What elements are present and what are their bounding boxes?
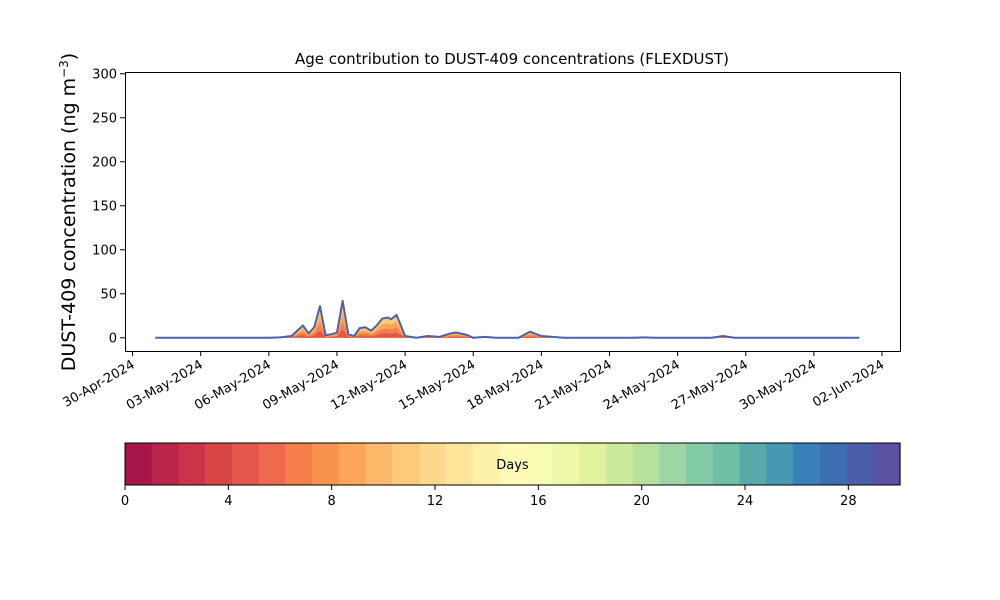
colorbar-segment xyxy=(632,443,661,485)
colorbar-segment xyxy=(338,443,367,485)
y-tick-label: 0 xyxy=(109,331,117,346)
y-tick-label: 300 xyxy=(92,67,117,82)
colorbar-segment xyxy=(686,443,714,485)
colorbar-segment xyxy=(552,443,580,485)
colorbar-segment xyxy=(579,443,607,485)
y-tick-label: 250 xyxy=(92,111,117,126)
x-tick-label: 24-May-2024 xyxy=(601,357,683,413)
colorbar-tick-label: 24 xyxy=(737,494,754,509)
y-tick-label: 200 xyxy=(92,155,117,170)
colorbar-segment xyxy=(418,443,447,485)
colorbar-segment xyxy=(819,443,848,485)
age-fill-layer xyxy=(155,311,860,338)
age-fill-layer xyxy=(155,321,860,338)
colorbar-segment xyxy=(445,443,474,485)
x-tick-label: 09-May-2024 xyxy=(260,357,342,413)
colorbar-tick-label: 20 xyxy=(633,494,650,509)
colorbar-segment xyxy=(151,443,180,485)
colorbar-segment xyxy=(606,443,634,485)
colorbar-segment xyxy=(178,443,206,485)
colorbar-tick-label: 16 xyxy=(530,494,547,509)
colorbar-segment xyxy=(258,443,286,485)
colorbar-tick-label: 8 xyxy=(328,494,336,509)
y-axis: 0 50 100 150 200 250 300 xyxy=(92,67,125,346)
colorbar-segment xyxy=(312,443,340,485)
x-tick-label: 30-May-2024 xyxy=(737,357,819,413)
chart-title: Age contribution to DUST-409 concentrati… xyxy=(295,50,729,68)
colorbar-segment xyxy=(793,443,821,485)
colorbar-segment xyxy=(472,443,500,485)
colorbar-segment xyxy=(499,443,527,485)
plot-area xyxy=(155,299,860,339)
age-fill-layer xyxy=(155,300,860,338)
colorbar-frame xyxy=(124,442,901,486)
colorbar-segment xyxy=(231,443,260,485)
colorbar-segment xyxy=(712,443,741,485)
colorbar-label: Days xyxy=(496,458,529,473)
x-axis: 30-Apr-202403-May-202406-May-202409-May-… xyxy=(60,351,887,413)
colorbar: Days 0 4 8 12 16 20 24 28 xyxy=(121,442,901,509)
x-tick-label: 18-May-2024 xyxy=(465,357,547,413)
y-tick-label: 50 xyxy=(100,287,117,302)
colorbar-tick-label: 0 xyxy=(121,494,129,509)
colorbar-tick-label: 12 xyxy=(427,494,444,509)
axes-frame xyxy=(125,72,901,352)
colorbar-segment xyxy=(125,443,153,485)
colorbar-segment xyxy=(285,443,313,485)
x-tick-label: 03-May-2024 xyxy=(124,357,206,413)
colorbar-tick-label: 4 xyxy=(224,494,232,509)
y-axis-label: DUST-409 concentration (ng m−3) xyxy=(57,53,80,371)
colorbar-segment xyxy=(873,443,901,485)
y-tick-label: 100 xyxy=(92,243,117,258)
colorbar-segment xyxy=(205,443,233,485)
colorbar-tick-label: 28 xyxy=(840,494,857,509)
colorbar-segment xyxy=(846,443,874,485)
colorbar-segment xyxy=(525,443,554,485)
total-series-line xyxy=(155,299,860,339)
colorbar-segment xyxy=(739,443,767,485)
x-tick-label: 12-May-2024 xyxy=(328,357,410,413)
colorbar-segment xyxy=(392,443,420,485)
colorbar-segment xyxy=(766,443,794,485)
colorbar-segment xyxy=(659,443,687,485)
x-tick-label: 21-May-2024 xyxy=(533,357,615,413)
x-tick-label: 27-May-2024 xyxy=(669,357,751,413)
x-tick-label: 02-Jun-2024 xyxy=(810,357,887,410)
y-tick-label: 150 xyxy=(92,199,117,214)
colorbar-segment xyxy=(365,443,393,485)
x-tick-label: 15-May-2024 xyxy=(397,357,479,413)
age-fill-layer xyxy=(155,329,860,338)
x-tick-label: 06-May-2024 xyxy=(192,357,274,413)
